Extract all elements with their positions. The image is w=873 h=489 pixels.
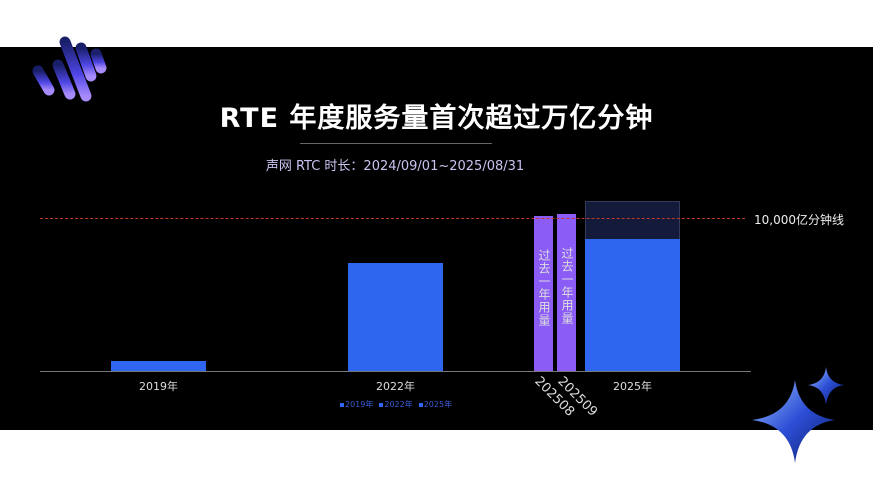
x-tick-label: 2022年 (376, 380, 415, 393)
bar-202508 (534, 216, 553, 371)
legend-label: 2022年 (384, 400, 413, 409)
bar-2019年 (111, 361, 206, 371)
page-title: RTE 年度服务量首次超过万亿分钟 (219, 103, 654, 134)
legend-item: 2025年 (418, 399, 453, 410)
threshold-line (40, 218, 745, 219)
legend-swatch (379, 402, 384, 407)
title-divider (300, 143, 492, 144)
bar-202509 (557, 214, 576, 371)
x-tick-label: 2025年 (613, 380, 652, 393)
x-axis (40, 371, 751, 372)
chart-legend: 2019年 2022年 2025年 (340, 399, 452, 410)
legend-item: 2019年 (340, 399, 373, 410)
legend-swatch (340, 402, 344, 407)
legend-item: 2022年 (379, 399, 413, 410)
sparkle-star-icon (752, 367, 844, 463)
bar-inner-label: 过去一年用量 (560, 247, 574, 326)
legend-swatch (418, 402, 423, 407)
legend-label: 2019年 (345, 400, 374, 409)
brand-logo-icon (32, 36, 107, 102)
bar-inner-label: 过去一年用量 (537, 249, 551, 328)
bar-2025年 (585, 239, 680, 371)
legend-label: 2025年 (423, 400, 453, 409)
bar-2022年 (348, 263, 443, 371)
subtitle: 声网 RTC 时长：2024/09/01~2025/08/31 (265, 159, 525, 174)
threshold-label: 10,000亿分钟线 (754, 213, 844, 227)
x-tick-label: 2019年 (139, 380, 178, 393)
